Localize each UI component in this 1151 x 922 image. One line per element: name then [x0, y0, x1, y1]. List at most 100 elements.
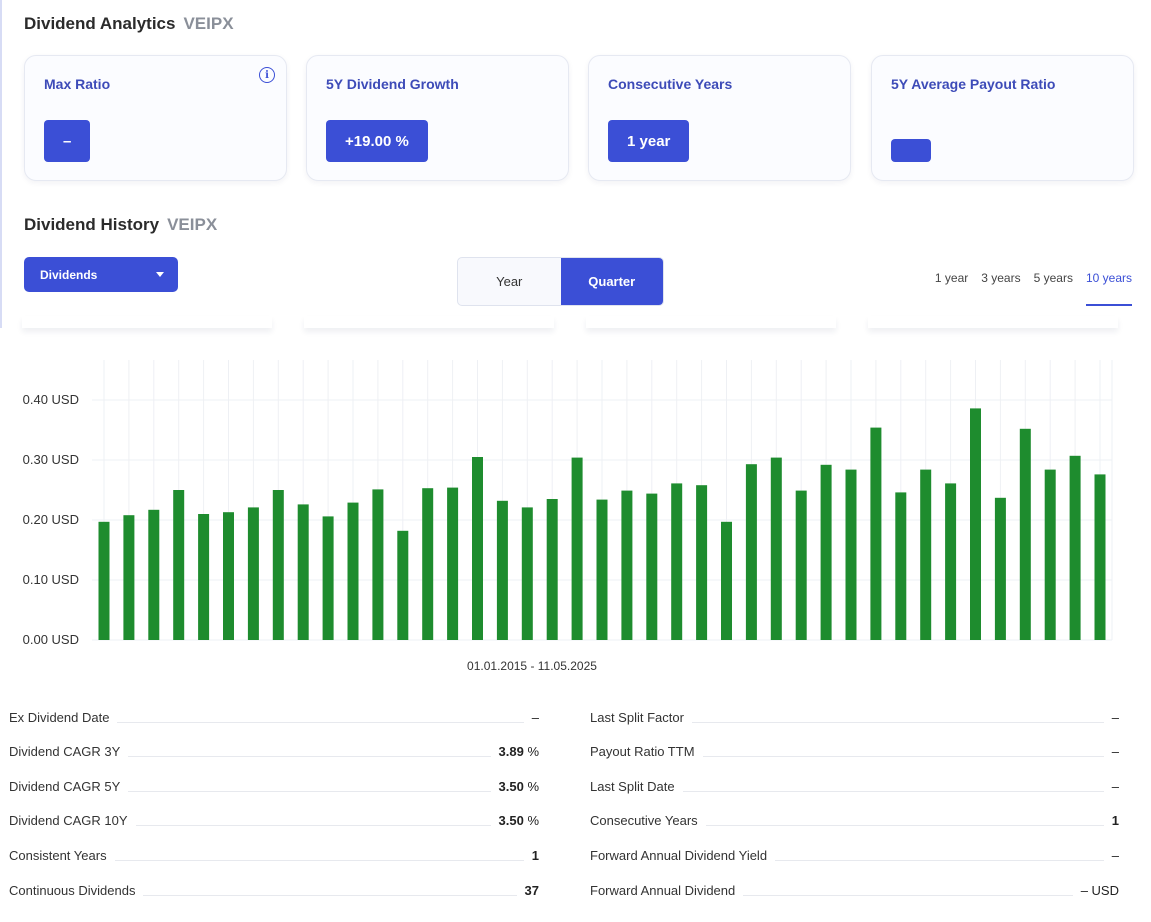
stat-value: – [1112, 710, 1119, 725]
stat-row: Forward Annual Dividend – USD [590, 878, 1119, 898]
tab-10-years[interactable]: 10 years [1085, 270, 1132, 306]
stat-leader-line [743, 895, 1073, 896]
dividend-bar [123, 515, 135, 640]
dividend-bar [372, 489, 384, 640]
stat-row: Dividend CAGR 5Y 3.50 % [9, 774, 539, 794]
tab-1-year[interactable]: 1 year [934, 271, 969, 285]
stat-label: Forward Annual Dividend Yield [590, 848, 768, 863]
card-value: +19.00 % [326, 120, 428, 162]
stat-value: 3.89 % [499, 744, 539, 759]
stat-label: Ex Dividend Date [9, 710, 110, 725]
stat-leader-line [128, 756, 491, 757]
dividend-bar [1019, 428, 1031, 640]
card-shadow [304, 316, 554, 328]
stat-label: Dividend CAGR 5Y [9, 779, 121, 794]
card-shadow [586, 316, 836, 328]
stat-leader-line [143, 895, 517, 896]
stat-label: Last Split Date [590, 779, 675, 794]
dividend-bar [397, 530, 409, 640]
dividend-bar [820, 464, 832, 640]
stat-value-number: 3.50 [498, 779, 524, 794]
stat-label: Consistent Years [9, 848, 107, 863]
stat-value: – [1112, 848, 1119, 863]
dividend-bar [496, 500, 508, 640]
period-toggle: Year Quarter [457, 257, 664, 306]
dividend-bar [994, 497, 1006, 640]
stat-value: – USD [1081, 883, 1119, 898]
toggle-quarter-button[interactable]: Quarter [560, 258, 663, 305]
dividend-bar [1044, 469, 1056, 640]
card-max-ratio: Max Ratio i – [24, 55, 287, 181]
dividend-bar [297, 504, 309, 640]
stat-value-number: 1 [531, 848, 539, 863]
dividend-bar [272, 490, 284, 640]
dividend-bar [521, 507, 533, 640]
dividend-bar [347, 502, 359, 640]
toggle-year-button[interactable]: Year [496, 274, 523, 289]
stat-value-unit: % [523, 779, 539, 794]
dividend-bar [945, 483, 957, 640]
dividend-bar [770, 457, 782, 640]
history-title: Dividend History VEIPX [24, 215, 217, 235]
card-shadow [868, 316, 1118, 328]
stat-leader-line [114, 860, 524, 861]
dividend-bar [895, 492, 907, 640]
card-5y-average-payout-ratio: 5Y Average Payout Ratio [871, 55, 1134, 181]
y-tick-label: 0.40 USD [23, 392, 79, 407]
dividend-bar [671, 483, 683, 640]
analytics-section: Dividend Analytics VEIPX Max Ratio i – 5Y… [0, 0, 1151, 328]
card-5y-dividend-growth: 5Y Dividend Growth +19.00 % [306, 55, 569, 181]
stat-value-number: – [1111, 744, 1119, 759]
analytics-title: Dividend Analytics VEIPX [24, 14, 234, 34]
stat-value: – [532, 710, 539, 725]
stat-row: Ex Dividend Date – [9, 705, 539, 725]
stat-label: Consecutive Years [590, 813, 698, 828]
stat-value-number: 1 [1111, 813, 1119, 828]
stat-leader-line [135, 825, 491, 826]
stat-label: Continuous Dividends [9, 883, 136, 898]
card-title: Max Ratio [44, 76, 111, 92]
stat-row: Dividend CAGR 3Y 3.89 % [9, 739, 539, 759]
y-tick-label: 0.30 USD [23, 452, 79, 467]
dividend-bar [223, 512, 234, 640]
dividend-bar [173, 490, 185, 640]
dividend-bar [148, 509, 160, 640]
card-consecutive-years: Consecutive Years 1 year [588, 55, 851, 181]
dividend-bar [571, 457, 583, 640]
dividend-bar-chart: 0.00 USD 0.10 USD 0.20 USD 0.30 USD 0.40 USD… [23, 360, 1113, 673]
stat-leader-line [682, 791, 1104, 792]
card-title: 5Y Dividend Growth [326, 76, 459, 92]
dividend-bar [970, 408, 981, 640]
dividend-bar [646, 493, 658, 640]
dropdown-label: Dividends [40, 267, 98, 282]
history-ticker: VEIPX [167, 215, 218, 234]
dividend-bar [745, 464, 757, 640]
stat-row: Consistent Years 1 [9, 843, 539, 863]
stat-row: Last Split Factor – [590, 705, 1119, 725]
metric-dropdown[interactable]: Dividends [24, 257, 178, 292]
stat-leader-line [117, 722, 524, 723]
tab-5-years[interactable]: 5 years [1033, 271, 1073, 285]
tab-3-years[interactable]: 3 years [981, 271, 1021, 285]
dividend-bar [422, 488, 434, 640]
stat-row: Continuous Dividends 37 [9, 878, 539, 898]
card-title: 5Y Average Payout Ratio [891, 76, 1056, 92]
dividend-chart: 0.00 USD 0.10 USD 0.20 USD 0.30 USD 0.40 USD… [0, 338, 1151, 688]
dividend-bar [721, 521, 732, 640]
stat-value: 3.50 % [499, 779, 539, 794]
stat-row: Payout Ratio TTM – [590, 739, 1119, 759]
dividend-bar [870, 427, 882, 640]
info-icon[interactable]: i [259, 67, 275, 83]
y-tick-label: 0.00 USD [23, 632, 79, 647]
dividend-bar [1069, 455, 1081, 640]
stat-label: Last Split Factor [590, 710, 684, 725]
stat-value-number: 3.50 [498, 813, 524, 828]
stat-value-number: – [1111, 779, 1119, 794]
stat-leader-line [128, 791, 491, 792]
dividend-bar [621, 490, 633, 640]
dividend-bar [198, 514, 210, 640]
stat-value: 3.50 % [499, 813, 539, 828]
analytics-ticker: VEIPX [183, 14, 234, 33]
stat-value: 37 [525, 883, 539, 898]
dividend-bar [795, 490, 807, 640]
